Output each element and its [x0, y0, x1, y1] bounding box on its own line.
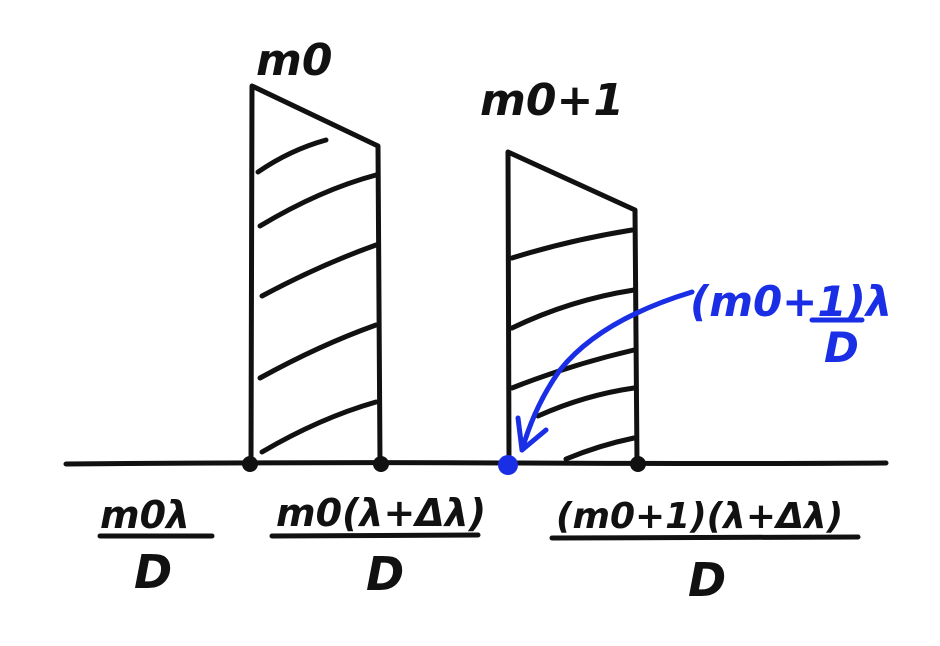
- annotation-denominator: D: [824, 323, 859, 372]
- axis-point-m0-lambda-plus-dlambda: [373, 456, 389, 472]
- axis-label-2-numerator: m0(λ+Δλ): [276, 491, 486, 535]
- axis-point-m0-plus-1-lambda: [498, 455, 518, 475]
- axis-label-2: m0(λ+Δλ) D: [269, 491, 486, 601]
- axis-label-1: m0λ D: [97, 493, 215, 599]
- order-m0-label: m0: [256, 35, 332, 86]
- order-m0-hatching: [255, 137, 379, 455]
- axis-point-m0-plus-1-lambda-plus-dlambda: [630, 456, 646, 472]
- order-m0-plus-1-label: m0+1: [480, 75, 624, 126]
- order-m0-bar: [248, 83, 383, 466]
- axis-label-3: (m0+1)(λ+Δλ) D: [549, 496, 861, 607]
- axis-label-2-fraction-bar: [269, 532, 481, 539]
- order-m0-plus-1-bar: [505, 149, 640, 466]
- axis-label-1-numerator: m0λ: [100, 493, 190, 537]
- axis-label-3-fraction-bar: [549, 534, 861, 541]
- annotation-arrow: [515, 289, 695, 453]
- axis-point-m0-lambda: [242, 456, 258, 472]
- annotation-fraction: (m0+1)λ D: [690, 277, 892, 372]
- axis-label-3-denominator: D: [688, 553, 726, 607]
- axis-label-1-denominator: D: [134, 545, 172, 599]
- axis-label-3-numerator: (m0+1)(λ+Δλ): [556, 496, 843, 537]
- wavelength-axis: [63, 460, 889, 467]
- axis-label-2-denominator: D: [366, 547, 404, 601]
- order-m0-plus-1-hatching: [509, 227, 637, 462]
